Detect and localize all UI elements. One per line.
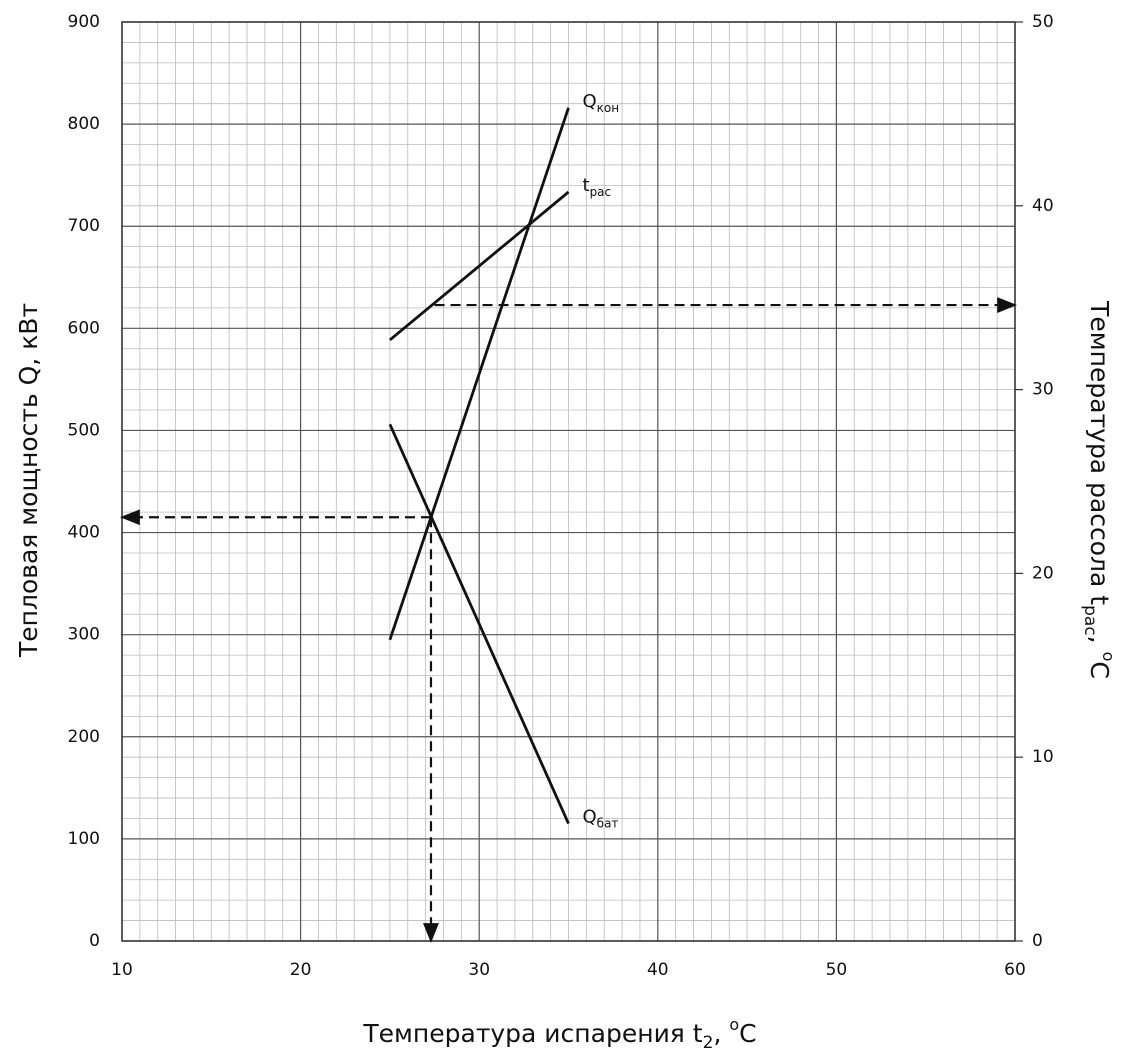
x-tick-label: 60: [1004, 960, 1026, 980]
x-tick-label: 20: [290, 960, 312, 980]
y2-axis-title: Температура рассола tрас, oC: [1080, 300, 1119, 679]
y2-title-main: Температура рассола t: [1085, 300, 1114, 605]
y2-tick-label: 40: [1032, 196, 1054, 216]
series-label: Qкон: [583, 91, 620, 115]
x-axis-title: Температура испарения t2, oC: [362, 1015, 756, 1054]
y-tick-label: 800: [68, 114, 100, 134]
y-tick-label: 300: [68, 625, 100, 645]
series-name: t: [583, 175, 590, 196]
series-line: [389, 190, 570, 342]
series-label: Qбат: [583, 807, 619, 831]
y-tick-label: 400: [68, 523, 100, 543]
y-tick-label: 200: [68, 727, 100, 747]
x-title-sep: ,: [713, 1019, 729, 1048]
y2-tick-label: 20: [1032, 563, 1054, 583]
plot-frame: [121, 21, 1016, 942]
y-axis-title: Тепловая мощность Q, кВт: [14, 303, 43, 658]
series-name-sub: рас: [590, 185, 612, 199]
series-name-sub: бат: [597, 816, 619, 830]
y2-tick-label: 30: [1032, 380, 1054, 400]
x-title-sup: o: [729, 1015, 739, 1034]
x-tick-label: 10: [111, 960, 133, 980]
x-title-sub: 2: [703, 1033, 714, 1053]
y2-title-sup: o: [1100, 652, 1119, 662]
y2-tick-label: 0: [1032, 931, 1043, 951]
x-title-unit: C: [739, 1019, 756, 1048]
series-line: [388, 107, 570, 641]
series-label: tрас: [583, 175, 612, 199]
y2-tick-label: 10: [1032, 747, 1054, 767]
y2-tick-label: 50: [1032, 12, 1054, 32]
y-tick-label: 900: [68, 12, 100, 32]
y-tick-label: 500: [68, 420, 100, 440]
x-tick-label: 50: [826, 960, 848, 980]
y-tick-label: 600: [68, 318, 100, 338]
y-tick-label: 100: [68, 829, 100, 849]
y2-title-sub: рас: [1080, 605, 1100, 636]
x-tick-label: 40: [647, 960, 669, 980]
y-tick-label: 0: [89, 931, 100, 951]
series-name: Q: [583, 807, 597, 828]
y2-title-unit: C: [1085, 661, 1114, 678]
series-line: [388, 423, 570, 825]
x-title-main: Температура испарения t: [362, 1019, 702, 1048]
y-tick-label: 700: [68, 216, 100, 236]
series-name-sub: кон: [597, 100, 619, 114]
series-name: Q: [583, 91, 597, 112]
x-tick-label: 30: [468, 960, 490, 980]
y2-title-sep: ,: [1085, 636, 1114, 652]
